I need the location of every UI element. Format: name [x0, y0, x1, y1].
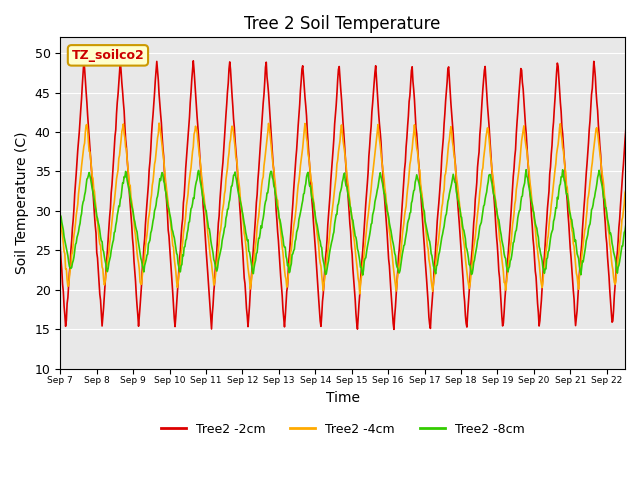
- Tree2 -4cm: [413, 149, 421, 155]
- Tree2 -2cm: [413, 144, 421, 149]
- Tree2 -4cm: [284, 280, 291, 286]
- Tree2 -8cm: [632, 165, 639, 171]
- X-axis label: Time: Time: [326, 391, 360, 405]
- Tree2 -2cm: [125, 179, 132, 184]
- Tree2 -2cm: [446, 88, 454, 94]
- Tree2 -4cm: [446, 129, 454, 135]
- Tree2 -4cm: [356, 291, 364, 297]
- Line: Tree2 -2cm: Tree2 -2cm: [60, 61, 640, 329]
- Tree2 -8cm: [283, 256, 291, 262]
- Tree2 -8cm: [232, 174, 240, 180]
- Tree2 -2cm: [56, 244, 64, 250]
- Tree2 -8cm: [413, 172, 420, 178]
- Tree2 -4cm: [125, 172, 132, 178]
- Title: Tree 2 Soil Temperature: Tree 2 Soil Temperature: [244, 15, 441, 33]
- Legend: Tree2 -2cm, Tree2 -4cm, Tree2 -8cm: Tree2 -2cm, Tree2 -4cm, Tree2 -8cm: [156, 418, 530, 441]
- Tree2 -2cm: [189, 58, 197, 64]
- Tree2 -4cm: [56, 213, 64, 219]
- Tree2 -2cm: [262, 64, 269, 70]
- Tree2 -2cm: [233, 156, 241, 162]
- Tree2 -8cm: [56, 212, 64, 218]
- Y-axis label: Soil Temperature (C): Soil Temperature (C): [15, 132, 29, 274]
- Tree2 -4cm: [156, 120, 163, 126]
- Line: Tree2 -8cm: Tree2 -8cm: [60, 168, 640, 275]
- Tree2 -8cm: [445, 191, 453, 197]
- Tree2 -8cm: [125, 186, 132, 192]
- Text: TZ_soilco2: TZ_soilco2: [72, 49, 145, 62]
- Tree2 -4cm: [233, 156, 241, 162]
- Line: Tree2 -4cm: Tree2 -4cm: [60, 123, 640, 294]
- Tree2 -8cm: [359, 272, 367, 278]
- Tree2 -4cm: [262, 150, 269, 156]
- Tree2 -2cm: [284, 283, 291, 289]
- Tree2 -2cm: [390, 326, 398, 332]
- Tree2 -8cm: [261, 203, 269, 209]
